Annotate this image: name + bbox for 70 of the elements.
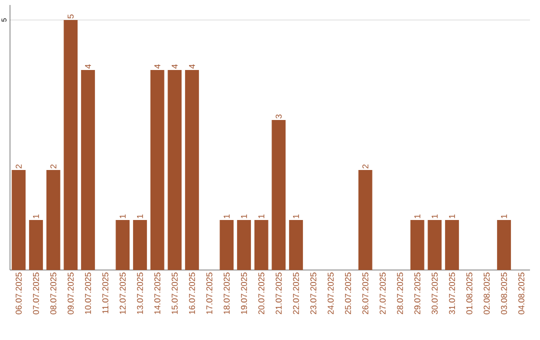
data-label: 2 xyxy=(16,164,22,168)
bar xyxy=(150,70,164,270)
bar xyxy=(272,120,286,270)
bar xyxy=(29,220,43,270)
x-tick-label: 17.07.2025 xyxy=(206,272,212,314)
data-label: 2 xyxy=(362,164,368,168)
x-tick-label: 01.08.2025 xyxy=(466,272,472,314)
x-tick-label: 18.07.2025 xyxy=(224,272,230,314)
x-tick-label: 20.07.2025 xyxy=(258,272,264,314)
x-tick-label: 19.07.2025 xyxy=(241,272,247,314)
bar xyxy=(289,220,303,270)
x-tick-label: 28.07.2025 xyxy=(397,272,403,314)
x-tick-label: 25.07.2025 xyxy=(345,272,351,314)
bar xyxy=(497,220,511,270)
data-label: 3 xyxy=(276,114,282,118)
x-tick-label: 09.07.2025 xyxy=(68,272,74,314)
data-label: 1 xyxy=(432,214,438,218)
bar xyxy=(185,70,199,270)
x-tick-label: 14.07.2025 xyxy=(154,272,160,314)
data-label: 4 xyxy=(189,64,195,69)
x-tick-label: 11.07.2025 xyxy=(102,272,108,314)
data-label: 1 xyxy=(137,214,143,218)
bar xyxy=(168,70,182,270)
x-tick-label: 04.08.2025 xyxy=(518,272,524,314)
bar xyxy=(12,170,26,270)
x-tick-label: 13.07.2025 xyxy=(137,272,143,314)
bar xyxy=(64,20,78,270)
data-label: 1 xyxy=(449,214,455,218)
x-tick-label: 16.07.2025 xyxy=(189,272,195,314)
x-tick-label: 08.07.2025 xyxy=(50,272,56,314)
x-tick-label: 02.08.2025 xyxy=(484,272,490,314)
bar xyxy=(46,170,60,270)
data-label: 1 xyxy=(241,214,247,218)
x-tick-label: 31.07.2025 xyxy=(449,272,455,314)
data-label: 1 xyxy=(120,214,126,218)
x-tick-label: 22.07.2025 xyxy=(293,272,299,314)
x-tick-label: 10.07.2025 xyxy=(85,272,91,314)
x-tick-label: 27.07.2025 xyxy=(380,272,386,314)
bar xyxy=(133,220,147,270)
bar xyxy=(116,220,130,270)
bar xyxy=(237,220,251,270)
data-label: 1 xyxy=(258,214,264,218)
data-label: 4 xyxy=(154,64,160,69)
data-label: 4 xyxy=(172,64,178,69)
bar xyxy=(410,220,424,270)
x-tick-label: 03.08.2025 xyxy=(501,272,507,314)
data-label: 2 xyxy=(50,164,56,168)
data-label: 4 xyxy=(85,64,91,69)
x-tick-label: 29.07.2025 xyxy=(414,272,420,314)
x-tick-label: 07.07.2025 xyxy=(33,272,39,314)
x-tick-label: 24.07.2025 xyxy=(328,272,334,314)
data-label: 1 xyxy=(293,214,299,218)
x-tick-label: 30.07.2025 xyxy=(432,272,438,314)
data-label: 1 xyxy=(501,214,507,218)
data-label: 1 xyxy=(224,214,230,218)
data-label: 1 xyxy=(414,214,420,218)
bar xyxy=(220,220,234,270)
data-label: 5 xyxy=(68,14,74,18)
x-tick-label: 21.07.2025 xyxy=(276,272,282,314)
bar xyxy=(81,70,95,270)
x-tick-label: 15.07.2025 xyxy=(172,272,178,314)
x-tick-label: 06.07.2025 xyxy=(16,272,22,314)
bar xyxy=(358,170,372,270)
bar xyxy=(428,220,442,270)
x-tick-label: 23.07.2025 xyxy=(310,272,316,314)
x-tick-label: 12.07.2025 xyxy=(120,272,126,314)
bar xyxy=(445,220,459,270)
x-tick-label: 26.07.2025 xyxy=(362,272,368,314)
bar xyxy=(254,220,268,270)
data-label: 1 xyxy=(33,214,39,218)
